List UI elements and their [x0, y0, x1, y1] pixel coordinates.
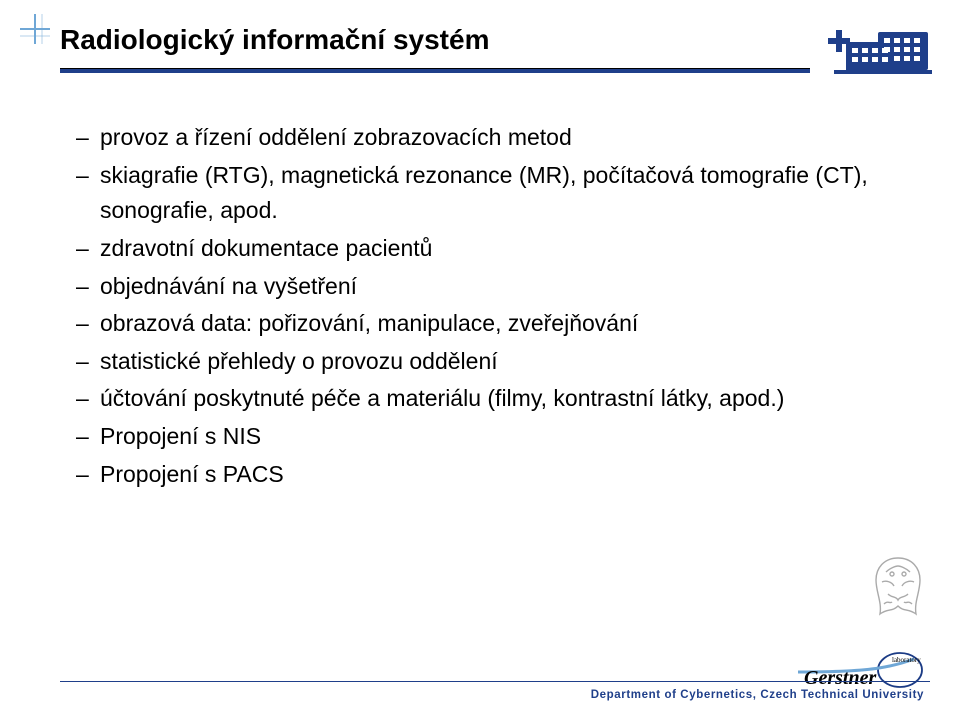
list-item: provoz a řízení oddělení zobrazovacích m…: [76, 120, 900, 156]
list-item: Propojení s NIS: [76, 419, 900, 455]
list-item: statistické přehledy o provozu oddělení: [76, 344, 900, 380]
czech-lion-icon: [862, 552, 934, 624]
list-item: obrazová data: pořizování, manipulace, z…: [76, 306, 900, 342]
footer: Department of Cybernetics, Czech Technic…: [0, 656, 960, 700]
page-title: Radiologický informační systém: [60, 24, 489, 56]
slide: Radiologický informační systém: [0, 0, 960, 720]
list-item: objednávání na vyšetření: [76, 269, 900, 305]
list-item: Propojení s PACS: [76, 457, 900, 493]
list-item: zdravotní dokumentace pacientů: [76, 231, 900, 267]
hospital-logo-icon: [820, 28, 936, 84]
list-item: účtování poskytnuté péče a materiálu (fi…: [76, 381, 900, 417]
footer-rule: [60, 681, 930, 682]
footer-text: Department of Cybernetics, Czech Technic…: [591, 689, 924, 701]
header: Radiologický informační systém: [0, 24, 960, 86]
title-underline: [60, 68, 810, 73]
list-item: skiagrafie (RTG), magnetická rezonance (…: [76, 158, 900, 229]
bullet-list: provoz a řízení oddělení zobrazovacích m…: [76, 120, 900, 494]
